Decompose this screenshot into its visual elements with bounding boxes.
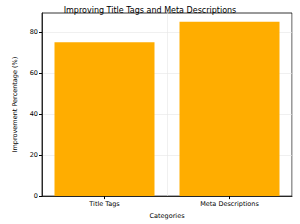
- svg-text:Improving Title Tags and Meta: Improving Title Tags and Meta Descriptio…: [64, 6, 237, 15]
- svg-text:80: 80: [30, 28, 38, 36]
- svg-text:40: 40: [30, 110, 38, 118]
- svg-text:Categories: Categories: [149, 212, 185, 220]
- svg-text:Improvement Percentage (%): Improvement Percentage (%): [11, 57, 19, 153]
- svg-text:Title Tags: Title Tags: [88, 200, 120, 208]
- svg-text:60: 60: [30, 69, 38, 77]
- svg-text:Meta Descriptions: Meta Descriptions: [200, 200, 259, 208]
- svg-text:20: 20: [30, 151, 38, 159]
- svg-text:0: 0: [34, 192, 38, 200]
